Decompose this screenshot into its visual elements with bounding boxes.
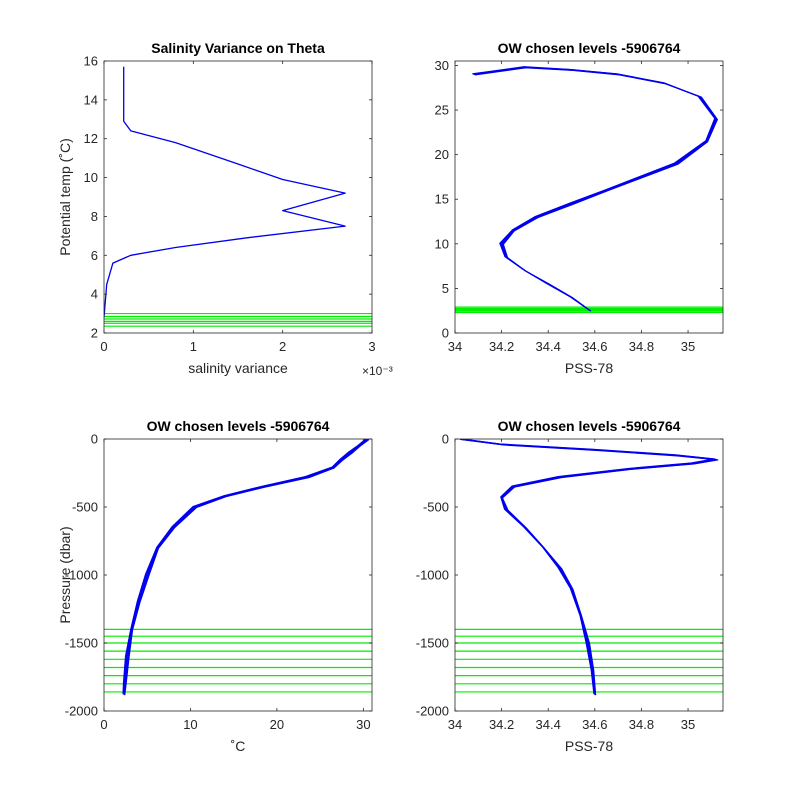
y-axis-label: Potential temp (˚C): [57, 138, 73, 255]
y-tick-label: -1000: [65, 568, 98, 583]
profile-line: [122, 439, 367, 695]
x-tick-label: 0: [100, 339, 107, 354]
x-axis-label: salinity variance: [188, 360, 288, 376]
panel-salinity-vs-pressure: 34 34.2 34.4 34.6 34.8 35 0 -500 -1000 -1500 -2000…: [416, 418, 724, 754]
profile-line: [460, 439, 719, 696]
x-axis-label: ˚C: [231, 738, 246, 754]
x-tick-label: 30: [356, 717, 370, 732]
y-tick-label: 15: [435, 192, 449, 207]
axes-box: [103, 60, 373, 334]
y-tick-label: 25: [435, 103, 449, 118]
x-tick-label: 34.8: [629, 717, 654, 732]
panel-temperature-vs-pressure: 0 10 20 30 0 -500 -1000 -1500 -2000 OW chosen lev…: [57, 418, 373, 754]
data-layer: [455, 439, 723, 696]
data-layer: [104, 439, 372, 696]
x-axis-exponent: ×10⁻³: [362, 364, 393, 378]
x-tick-label: 34: [448, 717, 462, 732]
y-tick-label: 14: [84, 92, 98, 107]
plot-area: [455, 439, 723, 711]
y-tick-label: -2000: [416, 704, 449, 719]
x-axis-label: PSS-78: [565, 738, 613, 754]
y-tick-label: 10: [435, 236, 449, 251]
x-tick-label: 1: [190, 339, 197, 354]
plot-area: [104, 61, 372, 333]
y-tick-label: 0: [91, 432, 98, 447]
y-tick-label: -1500: [65, 636, 98, 651]
x-tick-label: 0: [100, 717, 107, 732]
profile-line: [474, 67, 718, 312]
y-tick-label: 4: [91, 287, 98, 302]
y-tick-label: 20: [435, 147, 449, 162]
x-tick-label: 35: [681, 339, 695, 354]
x-tick-label: 20: [270, 717, 284, 732]
y-tick-label: -500: [72, 500, 98, 515]
x-tick-label: 34.6: [582, 717, 607, 732]
chart-title: OW chosen levels -5906764: [498, 40, 681, 56]
y-tick-label: 2: [91, 326, 98, 341]
x-axis-label: PSS-78: [565, 360, 613, 376]
profile-line: [123, 439, 369, 695]
y-tick-label: -2000: [65, 704, 98, 719]
profile-line: [122, 439, 368, 695]
y-tick-label: -1500: [416, 636, 449, 651]
x-tick-label: 3: [368, 339, 375, 354]
y-tick-label: 0: [442, 326, 449, 341]
y-axis-label: Pressure (dbar): [57, 526, 73, 623]
x-tick-label: 34.2: [489, 717, 514, 732]
x-tick-label: 35: [681, 717, 695, 732]
plot-area: [104, 439, 372, 711]
panel-salinity-vs-theta: 34 34.2 34.4 34.6 34.8 35 0 5 10 15 20 25 30 OW chose…: [435, 40, 724, 376]
y-tick-label: 30: [435, 58, 449, 73]
y-tick-label: 8: [91, 209, 98, 224]
x-tick-label: 2: [279, 339, 286, 354]
chart-title: Salinity Variance on Theta: [151, 40, 325, 56]
x-tick-label: 34.8: [629, 339, 654, 354]
data-layer: [455, 66, 723, 314]
axes-box: [454, 60, 724, 334]
x-tick-label: 34.6: [582, 339, 607, 354]
x-tick-label: 34.2: [489, 339, 514, 354]
data-layer: [104, 66, 372, 327]
x-tick-label: 34.4: [536, 717, 561, 732]
chart-title: OW chosen levels -5906764: [147, 418, 330, 434]
y-tick-label: 16: [84, 54, 98, 69]
y-tick-label: -500: [423, 500, 449, 515]
y-tick-label: 5: [442, 281, 449, 296]
y-tick-label: 6: [91, 248, 98, 263]
profile-line: [123, 439, 369, 695]
y-tick-label: 12: [84, 131, 98, 146]
profile-line: [124, 439, 370, 696]
x-tick-label: 34: [448, 339, 462, 354]
profile-line: [104, 66, 346, 318]
y-tick-label: 0: [442, 432, 449, 447]
chart-title: OW chosen levels -5906764: [498, 418, 681, 434]
x-tick-label: 34.4: [536, 339, 561, 354]
x-tick-label: 10: [183, 717, 197, 732]
y-tick-label: 10: [84, 170, 98, 185]
y-tick-label: -1000: [416, 568, 449, 583]
